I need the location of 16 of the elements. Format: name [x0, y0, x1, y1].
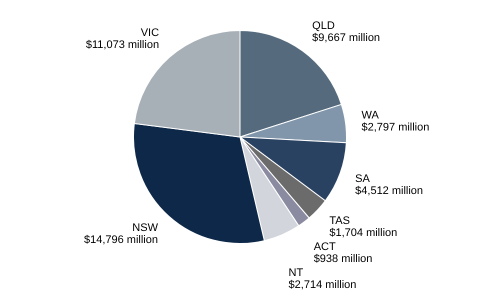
data-label: $4,512 million [355, 184, 424, 197]
data-label: $2,797 million [361, 121, 430, 134]
slice-label: NT [288, 266, 304, 279]
slice-label: SA [355, 172, 370, 185]
data-label: $1,704 million [329, 226, 398, 239]
slice-label: QLD [312, 20, 335, 32]
slice-label: TAS [329, 214, 350, 227]
data-label: $14,796 million [84, 234, 158, 246]
data-label: $938 million [314, 252, 372, 265]
slice-label: WA [361, 109, 380, 122]
data-label: $11,073 million [86, 39, 160, 52]
slice-label: NSW [132, 222, 159, 234]
slice-label: ACT [314, 240, 336, 253]
data-label: $2,714 million [288, 278, 356, 291]
data-label: $9,667 million [312, 32, 380, 44]
slice-label: VIC [140, 27, 160, 40]
